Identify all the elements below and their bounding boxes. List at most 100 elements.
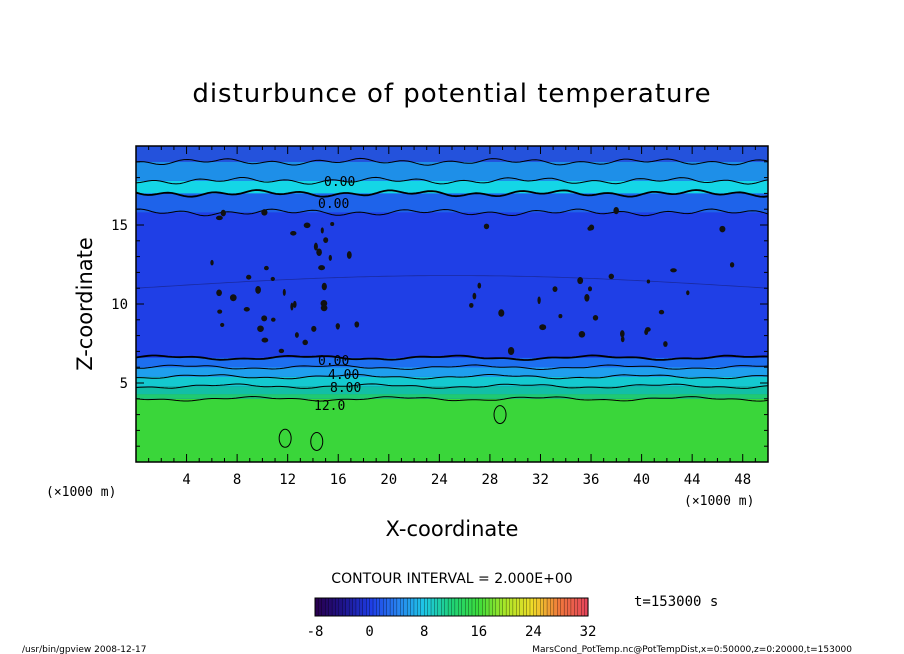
colorbar-cell xyxy=(523,597,528,617)
contour-blob xyxy=(292,300,297,308)
contour-blob xyxy=(270,276,275,281)
contour-blob xyxy=(330,221,335,227)
colorbar-cell xyxy=(359,597,364,617)
contour-blob xyxy=(320,304,328,312)
contour-line xyxy=(135,354,769,361)
colorbar-cell xyxy=(574,597,579,617)
colorbar-tick-label: -8 xyxy=(307,624,324,640)
colorbar-cell xyxy=(570,597,575,617)
contour-blob xyxy=(282,288,286,296)
contour-blob xyxy=(587,286,593,292)
colorbar-cell xyxy=(318,597,323,617)
contour-blob xyxy=(216,289,222,297)
contour-blob xyxy=(539,324,547,331)
contour-blob xyxy=(584,293,590,302)
x-unit-left: (×1000 m) xyxy=(46,485,116,500)
colorbar-cell xyxy=(434,597,439,617)
colorbar-cell xyxy=(499,597,504,617)
colorbar-cell xyxy=(447,597,453,617)
contour-blob xyxy=(294,332,299,338)
colorbar-cell xyxy=(424,597,429,617)
x-tick-label: 20 xyxy=(380,472,397,488)
contour-line xyxy=(135,275,767,289)
contour-blob xyxy=(477,282,482,289)
contour-line xyxy=(135,364,769,371)
contour-blob xyxy=(320,227,324,234)
contour-blob xyxy=(303,222,311,229)
colorbar-cell xyxy=(406,597,412,617)
colorbar-cell xyxy=(557,597,562,617)
contour-line xyxy=(135,383,769,389)
contour-blob xyxy=(620,336,625,343)
x-tick-label: 12 xyxy=(279,472,296,488)
x-tick-label: 8 xyxy=(233,472,241,488)
x-tick-label: 48 xyxy=(734,472,751,488)
heatmap-layers xyxy=(136,146,768,462)
contour-blob xyxy=(645,327,651,332)
colorbar-cell xyxy=(509,597,514,617)
contour-blob xyxy=(483,223,490,230)
colorbar-cell xyxy=(540,597,545,617)
heatmap-band xyxy=(136,146,768,162)
contour-blob xyxy=(469,302,474,308)
colorbar-cell xyxy=(369,597,374,617)
colorbar-cell xyxy=(478,597,483,617)
colorbar-cell xyxy=(461,597,466,617)
colorbar-cell xyxy=(454,597,459,617)
contour-blob xyxy=(328,254,332,261)
contour-lines xyxy=(135,157,769,451)
contour-blob xyxy=(537,296,541,305)
colorbar-cell xyxy=(430,597,435,617)
x-axis-label: X-coordinate xyxy=(386,517,519,541)
contour-blob xyxy=(316,248,322,256)
colorbar-cell xyxy=(519,597,524,617)
contour-line xyxy=(135,189,769,198)
colorbar-cell xyxy=(342,597,347,617)
colorbar-cell xyxy=(533,597,538,617)
colorbar-cell xyxy=(410,597,415,617)
contour-blob xyxy=(507,347,515,355)
contour-blob xyxy=(620,330,625,338)
contour-blob xyxy=(261,209,268,216)
contour-blob xyxy=(290,302,294,311)
colorbar-cell xyxy=(529,597,534,617)
colorbar-cell xyxy=(417,597,422,617)
colorbar-tick-label: 0 xyxy=(365,624,373,640)
contour-blob xyxy=(613,206,619,215)
contour-blob xyxy=(335,323,340,329)
colorbar-cell xyxy=(352,597,357,617)
colorbar-cell xyxy=(560,597,565,617)
footer-left: /usr/bin/gpview 2008-12-17 xyxy=(22,645,146,654)
colorbar-cell xyxy=(389,597,395,617)
colorbar-cell xyxy=(383,597,388,617)
time-label: t=153000 s xyxy=(634,594,718,610)
colorbar-cell xyxy=(366,597,371,617)
heatmap-band xyxy=(136,212,768,358)
colorbar-cell xyxy=(458,597,463,617)
colorbar xyxy=(314,597,589,617)
contour-blob xyxy=(587,226,593,231)
contour-blob xyxy=(323,237,329,243)
heatmap-band xyxy=(136,386,768,395)
colorbar-cell xyxy=(553,597,558,617)
colorbar-cell xyxy=(468,597,473,617)
x-tick-label: 16 xyxy=(330,472,347,488)
colorbar-cell xyxy=(451,597,456,617)
contour-blob xyxy=(271,317,276,322)
contour-blob xyxy=(313,242,318,251)
contour-blob xyxy=(318,265,326,271)
contour-label: 0.00 xyxy=(324,175,355,190)
x-tick-label: 40 xyxy=(633,472,650,488)
contour-blob xyxy=(257,325,264,332)
colorbar-cell xyxy=(420,597,425,617)
colorbar-cell xyxy=(543,597,548,617)
contour-blob xyxy=(354,321,360,328)
colorbar-cell xyxy=(550,597,555,617)
heatmap-band xyxy=(136,394,768,399)
contour-blob xyxy=(220,322,225,327)
colorbar-cell xyxy=(482,597,487,617)
colorbar-cell xyxy=(362,597,367,617)
